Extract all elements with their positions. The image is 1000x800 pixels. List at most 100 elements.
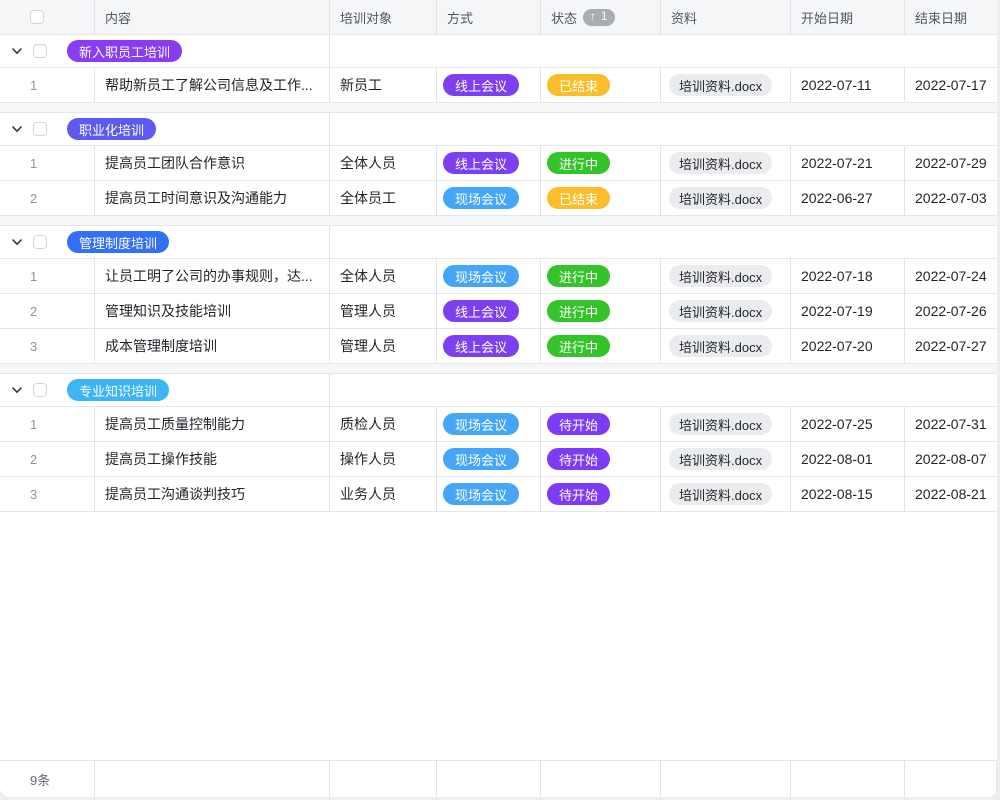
group-header-row[interactable]: 新入职员工培训	[0, 35, 997, 68]
attachment-chip[interactable]: 培训资料.docx	[669, 152, 773, 174]
method-cell[interactable]: 现场会议	[437, 477, 541, 511]
method-cell[interactable]: 线上会议	[437, 294, 541, 328]
collapse-chevron-icon[interactable]	[10, 44, 24, 58]
sort-indicator-badge[interactable]: ↑ 1	[583, 8, 616, 26]
column-header-material[interactable]: 资料	[661, 0, 791, 34]
collapse-chevron-icon[interactable]	[10, 235, 24, 249]
material-cell[interactable]: 培训资料.docx	[661, 259, 791, 293]
content-cell[interactable]: 提高员工沟通谈判技巧	[95, 477, 330, 511]
table-row[interactable]: 2 提高员工操作技能 操作人员 现场会议 待开始 培训资料.docx 2022-…	[0, 442, 997, 477]
start-date-cell[interactable]: 2022-07-25	[791, 407, 905, 441]
status-tag[interactable]: 已结束	[547, 187, 611, 209]
material-cell[interactable]: 培训资料.docx	[661, 477, 791, 511]
table-row[interactable]: 2 提高员工时间意识及沟通能力 全体员工 现场会议 已结束 培训资料.docx …	[0, 181, 997, 216]
status-cell[interactable]: 进行中	[541, 294, 661, 328]
column-header-end-date[interactable]: 结束日期	[905, 0, 997, 34]
start-date-cell[interactable]: 2022-07-18	[791, 259, 905, 293]
status-tag[interactable]: 进行中	[547, 152, 611, 174]
target-cell[interactable]: 全体人员	[330, 146, 437, 180]
attachment-chip[interactable]: 培训资料.docx	[669, 483, 773, 505]
material-cell[interactable]: 培训资料.docx	[661, 294, 791, 328]
group-name-badge[interactable]: 职业化培训	[67, 118, 157, 140]
method-cell[interactable]: 现场会议	[437, 442, 541, 476]
table-row[interactable]: 3 提高员工沟通谈判技巧 业务人员 现场会议 待开始 培训资料.docx 202…	[0, 477, 997, 512]
end-date-cell[interactable]: 2022-07-17	[915, 77, 987, 93]
material-cell[interactable]: 培训资料.docx	[661, 442, 791, 476]
collapse-chevron-icon[interactable]	[10, 122, 24, 136]
method-cell[interactable]: 现场会议	[437, 407, 541, 441]
group-header-row[interactable]: 专业知识培训	[0, 374, 997, 407]
target-cell[interactable]: 全体人员	[330, 259, 437, 293]
attachment-chip[interactable]: 培训资料.docx	[669, 187, 773, 209]
content-cell[interactable]: 帮助新员工了解公司信息及工作...	[95, 68, 330, 102]
status-tag[interactable]: 待开始	[547, 448, 611, 470]
status-tag[interactable]: 已结束	[547, 74, 611, 96]
method-tag[interactable]: 线上会议	[443, 335, 520, 357]
start-date-cell[interactable]: 2022-07-19	[791, 294, 905, 328]
status-tag[interactable]: 进行中	[547, 335, 611, 357]
group-header-row[interactable]: 管理制度培训	[0, 226, 997, 259]
target-cell[interactable]: 质检人员	[330, 407, 437, 441]
status-cell[interactable]: 已结束	[541, 181, 661, 215]
status-cell[interactable]: 进行中	[541, 329, 661, 363]
target-cell[interactable]: 管理人员	[330, 329, 437, 363]
column-header-target[interactable]: 培训对象	[330, 0, 437, 34]
status-tag[interactable]: 进行中	[547, 300, 611, 322]
column-header-start-date[interactable]: 开始日期	[791, 0, 905, 34]
end-date-cell[interactable]: 2022-07-27	[915, 338, 987, 354]
group-select-checkbox[interactable]	[33, 122, 47, 136]
method-tag[interactable]: 现场会议	[443, 413, 520, 435]
table-row[interactable]: 1 提高员工质量控制能力 质检人员 现场会议 待开始 培训资料.docx 202…	[0, 407, 997, 442]
content-cell[interactable]: 让员工明了公司的办事规则，达...	[95, 259, 330, 293]
table-row[interactable]: 3 成本管理制度培训 管理人员 线上会议 进行中 培训资料.docx 2022-…	[0, 329, 997, 364]
material-cell[interactable]: 培训资料.docx	[661, 329, 791, 363]
attachment-chip[interactable]: 培训资料.docx	[669, 413, 773, 435]
attachment-chip[interactable]: 培训资料.docx	[669, 265, 773, 287]
start-date-cell[interactable]: 2022-07-21	[791, 146, 905, 180]
attachment-chip[interactable]: 培训资料.docx	[669, 335, 773, 357]
method-cell[interactable]: 线上会议	[437, 329, 541, 363]
start-date-cell[interactable]: 2022-07-20	[791, 329, 905, 363]
column-header-status[interactable]: 状态 ↑ 1	[541, 0, 661, 34]
group-name-badge[interactable]: 专业知识培训	[67, 379, 170, 401]
start-date-cell[interactable]: 2022-08-01	[791, 442, 905, 476]
group-header-row[interactable]: 职业化培训	[0, 113, 997, 146]
status-cell[interactable]: 待开始	[541, 477, 661, 511]
material-cell[interactable]: 培训资料.docx	[661, 68, 791, 102]
group-select-checkbox[interactable]	[33, 235, 47, 249]
status-tag[interactable]: 待开始	[547, 413, 611, 435]
collapse-chevron-icon[interactable]	[10, 383, 24, 397]
target-cell[interactable]: 管理人员	[330, 294, 437, 328]
table-row[interactable]: 1 提高员工团队合作意识 全体人员 线上会议 进行中 培训资料.docx 202…	[0, 146, 997, 181]
status-cell[interactable]: 进行中	[541, 146, 661, 180]
target-cell[interactable]: 操作人员	[330, 442, 437, 476]
content-cell[interactable]: 提高员工质量控制能力	[95, 407, 330, 441]
target-cell[interactable]: 全体员工	[330, 181, 437, 215]
material-cell[interactable]: 培训资料.docx	[661, 181, 791, 215]
method-tag[interactable]: 现场会议	[443, 483, 520, 505]
end-date-cell[interactable]: 2022-08-07	[915, 451, 987, 467]
end-date-cell[interactable]: 2022-07-26	[915, 303, 987, 319]
content-cell[interactable]: 提高员工团队合作意识	[95, 146, 330, 180]
attachment-chip[interactable]: 培训资料.docx	[669, 448, 773, 470]
method-tag[interactable]: 线上会议	[443, 74, 520, 96]
table-row[interactable]: 2 管理知识及技能培训 管理人员 线上会议 进行中 培训资料.docx 2022…	[0, 294, 997, 329]
attachment-chip[interactable]: 培训资料.docx	[669, 300, 773, 322]
method-cell[interactable]: 现场会议	[437, 181, 541, 215]
start-date-cell[interactable]: 2022-06-27	[791, 181, 905, 215]
status-cell[interactable]: 待开始	[541, 442, 661, 476]
group-select-checkbox[interactable]	[33, 383, 47, 397]
start-date-cell[interactable]: 2022-07-11	[791, 68, 905, 102]
method-tag[interactable]: 现场会议	[443, 187, 520, 209]
group-name-badge[interactable]: 管理制度培训	[67, 231, 170, 253]
material-cell[interactable]: 培训资料.docx	[661, 407, 791, 441]
column-header-content[interactable]: 内容	[95, 0, 330, 34]
content-cell[interactable]: 提高员工时间意识及沟通能力	[95, 181, 330, 215]
group-select-checkbox[interactable]	[33, 44, 47, 58]
method-cell[interactable]: 线上会议	[437, 146, 541, 180]
end-date-cell[interactable]: 2022-07-03	[915, 190, 987, 206]
table-row[interactable]: 1 帮助新员工了解公司信息及工作... 新员工 线上会议 已结束 培训资料.do…	[0, 68, 997, 103]
method-tag[interactable]: 现场会议	[443, 448, 520, 470]
attachment-chip[interactable]: 培训资料.docx	[669, 74, 773, 96]
status-cell[interactable]: 已结束	[541, 68, 661, 102]
